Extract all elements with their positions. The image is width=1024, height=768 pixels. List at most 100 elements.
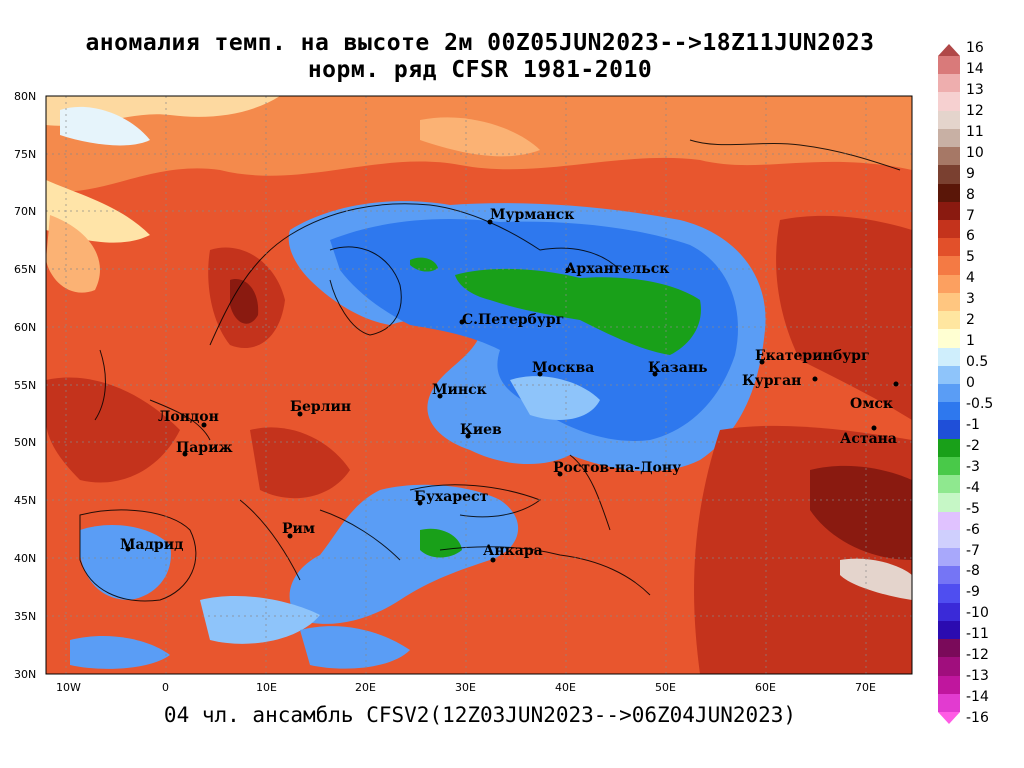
colorbar-label: 10 xyxy=(966,144,984,161)
city-arkhangelsk: Архангельск xyxy=(565,261,669,277)
lat-axis: 80N 75N 70N 65N 60N 55N 50N 45N 40N 35N … xyxy=(14,90,36,681)
colorbar-label: -3 xyxy=(966,458,980,475)
colorbar-label: -13 xyxy=(966,668,989,685)
colorbar-label: 0 xyxy=(966,375,975,391)
colorbar-label: -12 xyxy=(966,647,989,664)
colorbar-top-arrow xyxy=(938,44,960,56)
lat-label: 70N xyxy=(14,205,36,218)
colorbar-swatch xyxy=(938,402,960,421)
colorbar-label: -5 xyxy=(966,500,980,517)
colorbar-label: -14 xyxy=(966,689,989,706)
colorbar-label: 5 xyxy=(966,249,975,266)
colorbar-bottom-arrow xyxy=(938,712,960,724)
colorbar-label: -7 xyxy=(966,542,980,559)
colorbar-swatch xyxy=(938,584,960,604)
colorbar-label: 14 xyxy=(966,60,984,77)
colorbar-swatch xyxy=(938,675,960,695)
colorbar-label: 0.5 xyxy=(966,354,989,371)
lat-label: 30N xyxy=(14,668,36,681)
colorbar-label: 1 xyxy=(966,333,975,350)
lon-label: 10W xyxy=(56,681,81,694)
colorbar-swatch xyxy=(938,365,960,385)
lon-axis: 10W 0 10E 20E 30E 40E 50E 60E 70E xyxy=(56,681,876,694)
colorbar-label: 11 xyxy=(966,123,984,140)
footer-ensemble-info: 04 чл. ансамбль CFSV2(12Z03JUN2023-->06Z… xyxy=(163,703,797,727)
colorbar-swatch xyxy=(938,92,960,112)
city-london: Лондон xyxy=(158,409,219,425)
colorbar-swatch xyxy=(938,238,960,257)
city-astana: Астана xyxy=(840,431,897,447)
city-ankara: Анкара xyxy=(483,543,543,559)
colorbar-legend: 16 14 13 12 11 10 9 8 7 6 5 4 3 2 1 0.5 0 -0.5 -1 -2 -3 -4 -5 -… xyxy=(938,40,1024,725)
colorbar-swatch xyxy=(938,438,960,458)
lat-label: 35N xyxy=(14,610,36,623)
colorbar-swatch xyxy=(938,639,960,658)
city-paris: Париж xyxy=(176,440,233,456)
colorbar-swatch xyxy=(938,493,960,513)
lat-label: 65N xyxy=(14,263,36,276)
city-kurgan: Курган xyxy=(742,373,801,389)
map-frame xyxy=(45,95,913,675)
colorbar-label: 12 xyxy=(966,102,984,119)
colorbar-swatch xyxy=(938,693,960,713)
city-st-petersburg: С.Петербург xyxy=(462,312,564,328)
colorbar-swatch xyxy=(938,620,960,640)
colorbar-label: -6 xyxy=(966,521,980,538)
colorbar-swatch xyxy=(938,311,960,330)
lat-label: 40N xyxy=(14,552,36,565)
city-yekaterinburg: Екатеринбург xyxy=(755,348,870,364)
lat-label: 75N xyxy=(14,148,36,161)
city-rome: Рим xyxy=(282,521,315,537)
city-minsk: Минск xyxy=(432,382,487,398)
graticule xyxy=(46,96,912,674)
lon-label: 10E xyxy=(256,681,277,694)
colorbar-swatch xyxy=(938,529,960,549)
colorbar-swatch xyxy=(938,147,960,166)
colorbar-label: -2 xyxy=(966,437,980,454)
colorbar-label: 2 xyxy=(966,312,975,329)
colorbar-label: 4 xyxy=(966,270,975,287)
anomaly-field xyxy=(46,96,912,674)
colorbar-label: 7 xyxy=(966,207,975,224)
colorbar-swatch xyxy=(938,274,960,294)
colorbar-label: -9 xyxy=(966,584,980,601)
lat-label: 55N xyxy=(14,379,36,392)
lat-label: 80N xyxy=(14,90,36,103)
colorbar-swatch xyxy=(938,329,960,349)
lon-label: 20E xyxy=(355,681,376,694)
city-bucharest: Бухарест xyxy=(414,489,489,505)
colorbar-label: -4 xyxy=(966,479,980,496)
city-rostov: Ростов-на-Дону xyxy=(553,460,681,476)
colorbar-label: 6 xyxy=(966,228,975,245)
colorbar-label: -8 xyxy=(966,563,980,580)
title-line-2: норм. ряд CFSR 1981-2010 xyxy=(307,57,653,83)
city-kyiv: Киев xyxy=(460,422,502,438)
colorbar-swatch xyxy=(938,74,960,93)
colorbar-label: 13 xyxy=(966,81,984,98)
colorbar-swatch xyxy=(938,511,960,531)
lon-label: 60E xyxy=(755,681,776,694)
lat-label: 50N xyxy=(14,436,36,449)
colorbar-swatch xyxy=(938,165,960,185)
city-moscow: Москва xyxy=(532,360,594,376)
colorbar-swatch xyxy=(938,384,960,403)
colorbar-swatch xyxy=(938,602,960,622)
colorbar-label: 16 xyxy=(966,40,984,56)
colorbar-swatch xyxy=(938,56,960,75)
colorbar-label: 9 xyxy=(966,165,975,182)
city-murmansk: Мурманск xyxy=(490,207,574,223)
lat-label: 60N xyxy=(14,321,36,334)
city-markers: Мурманск Архангельск С.Петербург Москва … xyxy=(120,207,899,563)
title-line-1: аномалия темп. на высоте 2м 00Z05JUN2023… xyxy=(85,30,875,56)
colorbar-swatch xyxy=(938,183,960,203)
lat-label: 45N xyxy=(14,494,36,507)
colorbar-label: -11 xyxy=(966,626,989,643)
city-omsk: Омск xyxy=(850,396,893,412)
colorbar-swatch xyxy=(938,128,960,148)
colorbar-label: -10 xyxy=(966,605,989,622)
colorbar-label: -0.5 xyxy=(966,395,994,412)
coastlines xyxy=(79,139,901,602)
colorbar-label: -1 xyxy=(966,416,980,433)
colorbar-swatch xyxy=(938,566,960,585)
